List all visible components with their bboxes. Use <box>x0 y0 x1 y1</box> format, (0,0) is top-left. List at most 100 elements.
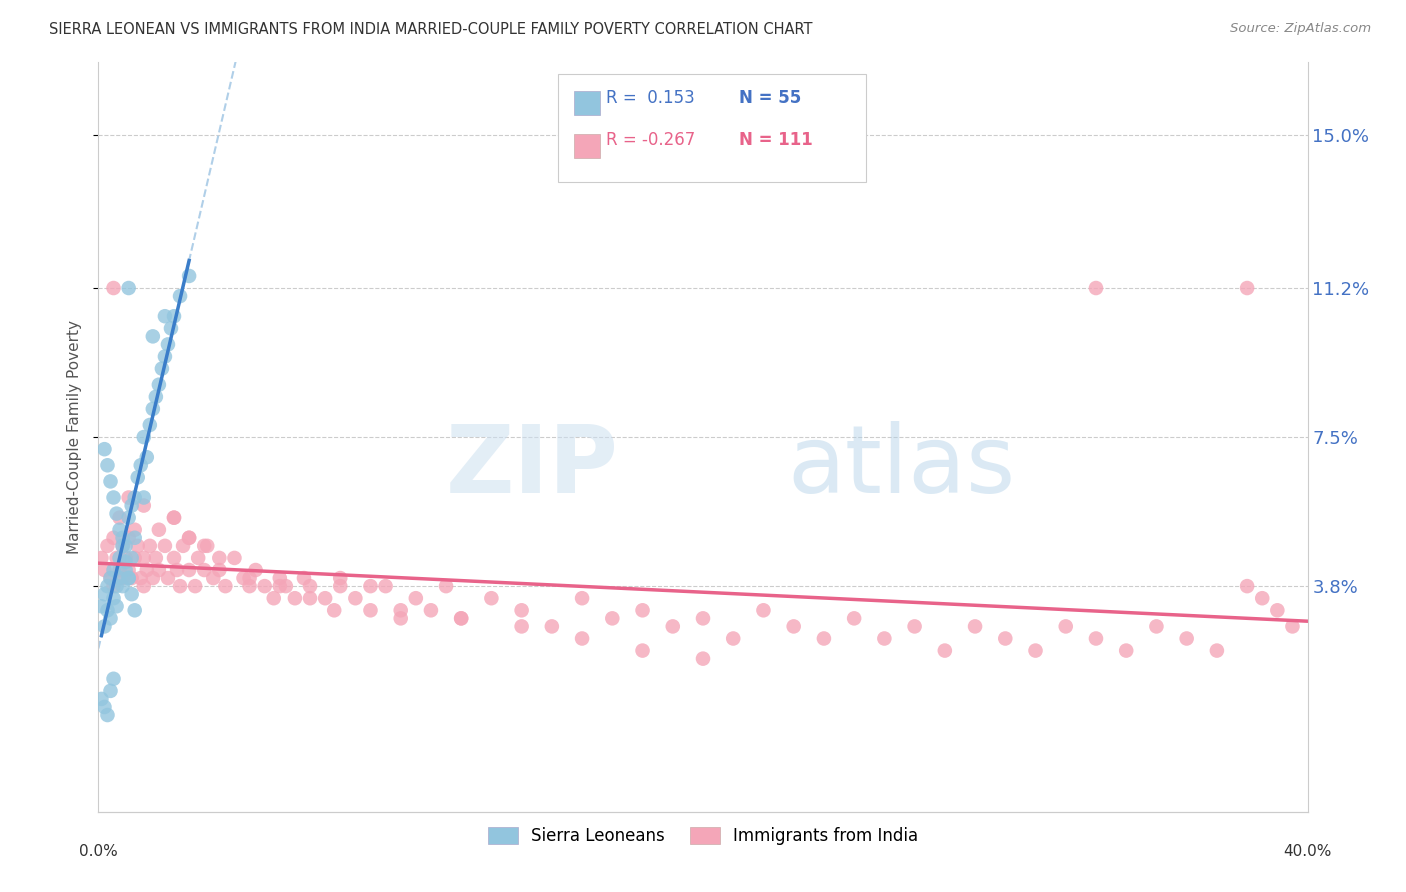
Point <box>93 700 115 714</box>
Point <box>1144 619 1167 633</box>
Point <box>752 603 775 617</box>
Point <box>114 550 136 565</box>
Point <box>1267 603 1289 617</box>
Point <box>90 550 112 565</box>
Point <box>329 571 352 585</box>
Point <box>118 491 141 505</box>
Point <box>873 632 896 646</box>
Point <box>93 587 115 601</box>
Point <box>1236 281 1258 295</box>
Point <box>96 539 118 553</box>
Point <box>108 571 131 585</box>
Point <box>148 523 170 537</box>
Point <box>329 579 352 593</box>
Point <box>1085 281 1108 295</box>
Point <box>193 563 215 577</box>
Point <box>118 563 141 577</box>
Text: N = 111: N = 111 <box>740 131 813 149</box>
Point <box>90 692 112 706</box>
Point <box>124 603 146 617</box>
Point <box>105 579 128 593</box>
Point <box>90 599 112 614</box>
Point <box>195 539 218 553</box>
Text: N = 55: N = 55 <box>740 88 801 107</box>
Point <box>127 539 149 553</box>
Point <box>124 531 146 545</box>
Point <box>1251 591 1274 606</box>
Point <box>360 579 382 593</box>
Point <box>179 563 201 577</box>
Point <box>103 672 125 686</box>
Point <box>108 523 131 537</box>
Point <box>1085 632 1108 646</box>
Point <box>994 632 1017 646</box>
Text: 40.0%: 40.0% <box>1284 844 1331 859</box>
Point <box>1206 643 1229 657</box>
Point <box>105 507 128 521</box>
Point <box>602 611 624 625</box>
Point <box>108 563 131 577</box>
Point <box>153 539 176 553</box>
Point <box>132 491 155 505</box>
Point <box>1024 643 1046 657</box>
Point <box>127 470 149 484</box>
Point <box>169 579 191 593</box>
Point <box>150 361 173 376</box>
Point <box>179 531 201 545</box>
Point <box>1054 619 1077 633</box>
Point <box>571 632 593 646</box>
Point <box>105 599 128 614</box>
Point <box>224 550 246 565</box>
Point <box>434 579 457 593</box>
Point <box>323 603 346 617</box>
Point <box>93 563 115 577</box>
Point <box>132 430 155 444</box>
Text: SIERRA LEONEAN VS IMMIGRANTS FROM INDIA MARRIED-COUPLE FAMILY POVERTY CORRELATIO: SIERRA LEONEAN VS IMMIGRANTS FROM INDIA … <box>49 22 813 37</box>
Point <box>103 563 125 577</box>
Point <box>314 591 336 606</box>
Point <box>118 281 141 295</box>
Point <box>132 499 155 513</box>
Point <box>813 632 835 646</box>
Point <box>510 619 533 633</box>
Point <box>239 571 262 585</box>
Point <box>169 289 191 303</box>
Point <box>269 571 291 585</box>
Point <box>344 591 367 606</box>
Point <box>129 571 152 585</box>
Point <box>111 571 134 585</box>
Point <box>121 587 143 601</box>
Point <box>299 579 322 593</box>
Point <box>360 603 382 617</box>
Point <box>965 619 987 633</box>
Point <box>163 310 186 324</box>
Point <box>783 619 806 633</box>
Point <box>96 708 118 723</box>
Point <box>100 684 122 698</box>
Point <box>148 563 170 577</box>
Point <box>450 611 472 625</box>
Point <box>145 390 167 404</box>
Point <box>269 579 291 593</box>
Point <box>121 499 143 513</box>
Point <box>103 281 125 295</box>
Point <box>129 458 152 473</box>
Point <box>121 550 143 565</box>
Point <box>114 555 136 569</box>
Point <box>292 571 315 585</box>
Point <box>114 539 136 553</box>
Point <box>118 531 141 545</box>
Point <box>179 531 201 545</box>
Point <box>156 337 179 351</box>
Point <box>108 510 131 524</box>
Point <box>108 550 131 565</box>
Point <box>96 603 118 617</box>
Point <box>156 571 179 585</box>
Text: R = -0.267: R = -0.267 <box>606 131 696 149</box>
Point <box>93 619 115 633</box>
Point <box>934 643 956 657</box>
Point <box>510 603 533 617</box>
Point <box>163 550 186 565</box>
Point <box>93 442 115 457</box>
Point <box>100 475 122 489</box>
